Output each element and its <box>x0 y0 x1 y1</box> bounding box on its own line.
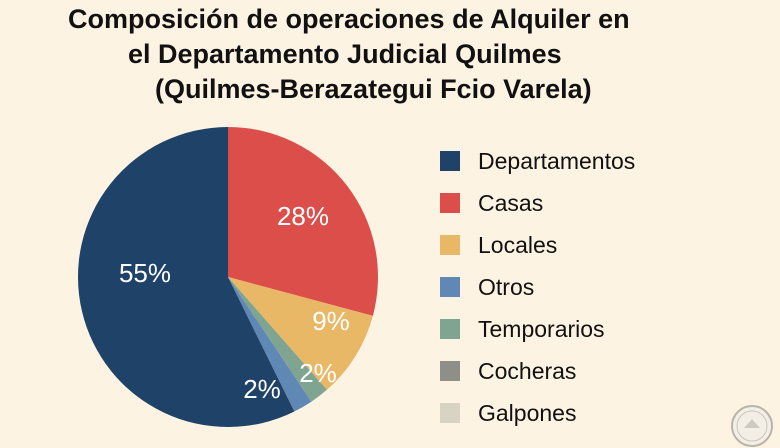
legend-label: Departamentos <box>478 147 636 174</box>
legend-item: Temporarios <box>440 308 635 350</box>
legend-swatch <box>440 319 460 339</box>
pie-slice-casas <box>228 127 379 316</box>
slice-label-temporarios: 2% <box>299 358 337 388</box>
legend-label: Otros <box>478 273 535 300</box>
legend-swatch <box>440 277 460 297</box>
legend-item: Otros <box>440 266 635 308</box>
legend: Departamentos Casas Locales Otros Temporario… <box>440 140 635 434</box>
pie-slice-departamentos <box>78 126 295 427</box>
title-line-3: (Quilmes-Berazategui Fcio Varela) <box>155 74 592 104</box>
legend-swatch <box>440 193 460 213</box>
legend-item: Locales <box>440 224 635 266</box>
seal-watermark <box>731 405 773 447</box>
legend-item: Departamentos <box>440 140 635 182</box>
pie-slice-temporarios <box>228 277 327 402</box>
title-line-1: Composición de operaciones de Alquiler e… <box>68 4 630 34</box>
legend-label: Galpones <box>478 399 577 426</box>
legend-item: Galpones <box>440 392 635 434</box>
legend-label: Temporarios <box>478 315 605 342</box>
legend-swatch <box>440 235 460 255</box>
pie-slice-locales <box>228 277 373 390</box>
pie-slice-otros <box>228 277 312 412</box>
title-line-2: el Departamento Judicial Quilmes <box>128 39 562 69</box>
legend-swatch <box>440 151 460 171</box>
slice-label-departamentos: 55% <box>119 258 171 288</box>
slice-label-otros: 2% <box>243 374 281 404</box>
legend-item: Cocheras <box>440 350 635 392</box>
legend-swatch <box>440 361 460 381</box>
legend-label: Casas <box>478 189 544 216</box>
legend-item: Casas <box>440 182 635 224</box>
legend-label: Locales <box>478 231 558 258</box>
slice-label-casas: 28% <box>277 201 329 231</box>
slice-label-locales: 9% <box>312 306 350 336</box>
legend-label: Cocheras <box>478 357 577 384</box>
legend-swatch <box>440 403 460 423</box>
